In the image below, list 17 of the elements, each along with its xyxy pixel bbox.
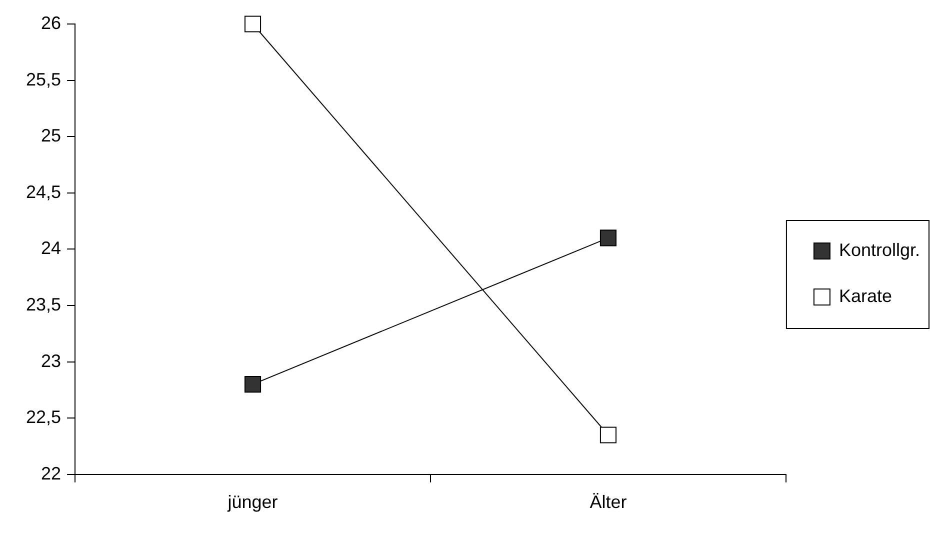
y-tick-label: 24,5 (26, 182, 62, 202)
y-tick-label: 25 (41, 126, 62, 146)
x-tick-label: jünger (226, 492, 278, 512)
y-tick-label: 23,5 (26, 294, 62, 314)
y-tick-label: 22 (41, 463, 62, 484)
y-tick-label: 26 (41, 12, 62, 33)
point (600, 426, 617, 444)
y-tick-label: 25,5 (26, 69, 62, 90)
y-tick-label: 22,5 (26, 407, 62, 428)
legend-label: Kontrollgr. (838, 240, 920, 260)
x-tick-label: Älter (590, 492, 627, 512)
y-tick-label: 24 (41, 238, 62, 258)
legend-label: Karate (838, 286, 892, 306)
y-tick-label: 23 (41, 350, 62, 371)
point (244, 16, 262, 32)
point (600, 230, 617, 246)
point (244, 376, 262, 393)
